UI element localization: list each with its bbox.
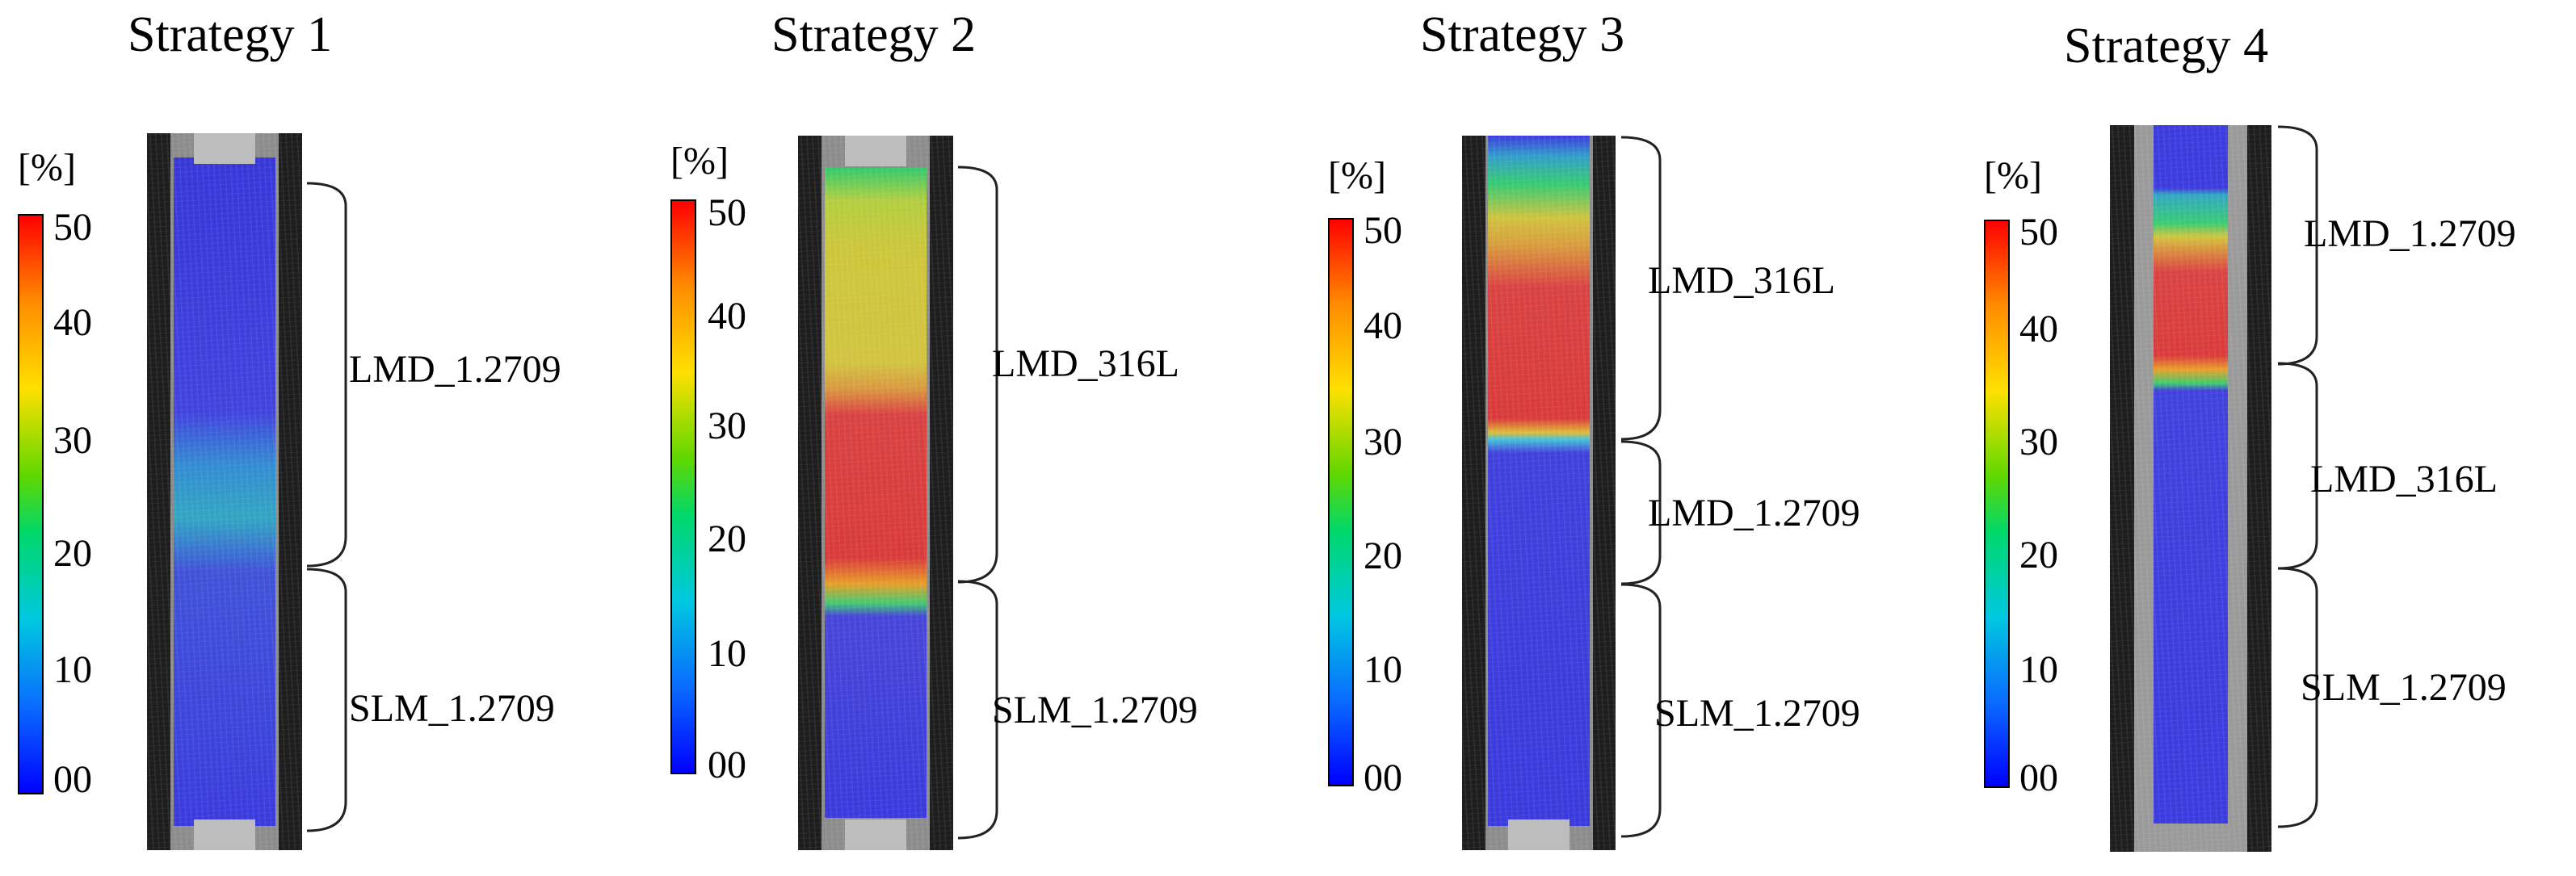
- colorbar-tick: 20: [53, 532, 92, 575]
- colorbar-tick: 30: [53, 419, 92, 462]
- colorbar-tick: 20: [708, 518, 746, 560]
- bracket-lower: [306, 568, 347, 832]
- colorbar-tick: 40: [708, 295, 746, 337]
- strain-field: [1488, 136, 1590, 826]
- colorbar-tick: 20: [1364, 534, 1402, 577]
- segment-label-lower: SLM_1.2709: [2301, 666, 2507, 709]
- colorbar-tick: 20: [2019, 534, 2058, 576]
- segment-label-upper: LMD_1.2709: [2304, 212, 2516, 255]
- colorbar-tick: 30: [2019, 421, 2058, 463]
- specimen-image: [2110, 125, 2271, 852]
- colorbar-tick: 40: [1364, 304, 1402, 347]
- segment-label-upper: LMD_316L: [1648, 259, 1835, 302]
- colorbar-tick: 40: [2019, 308, 2058, 350]
- specimen-image: [147, 133, 302, 850]
- specimen-image: [1462, 136, 1616, 850]
- strain-field: [2154, 125, 2228, 824]
- colorbar-tick: 30: [1364, 421, 1402, 463]
- bracket-upper: [306, 182, 347, 568]
- panel-strategy-2: Strategy 2 [%] 50 40 30 20 10 00 LMD_316…: [646, 0, 1284, 876]
- colorbar-tick: 00: [708, 744, 746, 786]
- panel-strategy-4: Strategy 4 [%] 50 40 30 20 10 00 LMD_1.2…: [1939, 0, 2576, 876]
- bracket-upper: [2277, 125, 2318, 366]
- segment-label-middle: LMD_316L: [2310, 458, 2498, 501]
- segment-label-lower: SLM_1.2709: [1654, 692, 1860, 735]
- colorbar-tick: 50: [53, 206, 92, 249]
- colorbar-tick: 30: [708, 404, 746, 447]
- panel-title: Strategy 3: [1420, 7, 1625, 62]
- bracket-upper: [1620, 136, 1662, 441]
- colorbar-tick: 00: [53, 758, 92, 801]
- colorbar-tick: 10: [1364, 648, 1402, 691]
- colorbar-tick: 40: [53, 301, 92, 344]
- colorbar: [670, 199, 696, 774]
- colorbar: [1328, 218, 1354, 786]
- bracket-lower: [957, 580, 998, 840]
- panel-strategy-1: Strategy 1 [%] 50 40 30 20 10 00 LMD_1.2…: [0, 0, 638, 876]
- segment-label-upper: LMD_316L: [992, 342, 1179, 385]
- colorbar-tick: 10: [708, 632, 746, 675]
- bracket-lower: [2277, 567, 2318, 828]
- segment-label-lower: SLM_1.2709: [992, 689, 1198, 731]
- colorbar-tick: 00: [2019, 757, 2058, 799]
- specimen-image: [798, 136, 953, 850]
- colorbar-tick: 00: [1364, 757, 1402, 799]
- panel-title: Strategy 1: [128, 7, 333, 62]
- strain-field: [173, 157, 276, 826]
- colorbar-tick: 50: [2019, 211, 2058, 254]
- colorbar: [18, 214, 44, 794]
- bracket-lower: [1620, 583, 1662, 838]
- panel-title: Strategy 2: [771, 7, 977, 62]
- segment-label-middle: LMD_1.2709: [1648, 492, 1860, 534]
- segment-label-upper: LMD_1.2709: [349, 348, 561, 391]
- colorbar-unit: [%]: [1984, 154, 2042, 197]
- strain-field: [824, 168, 927, 818]
- panel-title: Strategy 4: [2064, 19, 2269, 73]
- colorbar-unit: [%]: [670, 140, 729, 182]
- colorbar-tick: 50: [1364, 209, 1402, 252]
- colorbar: [1984, 220, 2010, 788]
- bracket-middle: [1620, 440, 1662, 585]
- colorbar-tick: 10: [2019, 648, 2058, 691]
- bracket-upper: [957, 166, 998, 584]
- panel-strategy-3: Strategy 3 [%] 50 40 30 20 10 00 LMD_316…: [1292, 0, 1931, 876]
- segment-label-lower: SLM_1.2709: [349, 687, 555, 730]
- colorbar-unit: [%]: [18, 146, 76, 189]
- colorbar-tick: 10: [53, 648, 92, 691]
- colorbar-unit: [%]: [1328, 154, 1386, 197]
- colorbar-tick: 50: [708, 191, 746, 234]
- bracket-middle: [2277, 362, 2318, 570]
